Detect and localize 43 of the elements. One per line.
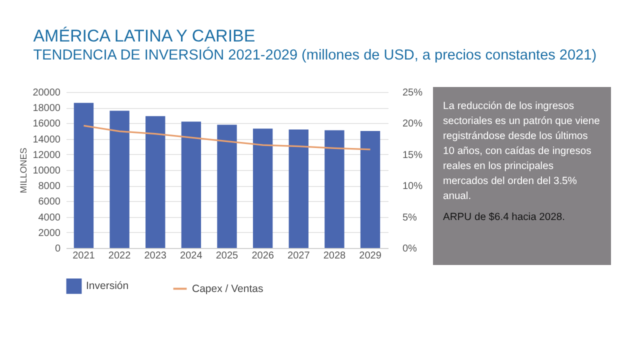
bar	[252, 128, 273, 248]
x-tick-label: 2026	[252, 250, 274, 262]
text: La reducción de los ingresos sectoriales es un patrón que viene registrándose desde los últimos 10 años, con caídas de ingresos reales en los principales mercados del orden del 3.5% anual.	[443, 100, 601, 204]
y-tick-label: 10000	[32, 166, 61, 176]
y-tick-label: 20000	[32, 88, 61, 98]
y-tick-label: 14000	[32, 134, 61, 146]
legend-label: Inversión	[86, 280, 129, 292]
bar	[181, 122, 202, 248]
y-axis-title: MILLONES	[18, 148, 29, 194]
y2-tick-label: 15%	[402, 150, 423, 161]
x-tick-label: 2022	[108, 250, 132, 262]
y2-tick-label: 5%	[402, 212, 418, 224]
bar	[110, 110, 130, 248]
bar	[217, 124, 237, 248]
y-tick-label: 18000	[32, 103, 61, 114]
y2-tick-label: 10%	[402, 181, 423, 192]
legend-label: Capex / Ventas	[192, 282, 264, 295]
chart-title: AMÉRICA LATINA Y CARIBE	[33, 26, 256, 46]
y-tick-label: 2000	[38, 228, 61, 239]
bar	[146, 116, 166, 248]
chart-subtitle: TENDENCIA DE INVERSIÓN 2021-2029 (millones de USD, a precios constantes 2021)	[33, 46, 597, 64]
y2-tick-label: 0%	[402, 244, 418, 254]
y-tick-label: 4000	[38, 212, 61, 224]
y2-tick-label: 25%	[402, 88, 423, 98]
x-tick-label: 2027	[288, 250, 310, 262]
x-tick-label: 2023	[144, 250, 167, 262]
y2-tick-label: 20%	[402, 118, 423, 130]
y-tick-label: 12000	[32, 150, 61, 161]
bar	[360, 131, 380, 248]
bar	[288, 129, 308, 248]
line-series	[82, 124, 372, 150]
y-tick-label: 16000	[32, 118, 61, 130]
x-tick-label: 2024	[180, 250, 203, 262]
x-tick-label: 2029	[359, 250, 382, 262]
x-tick-label: 2025	[216, 250, 239, 262]
text: ARPU de $6.4 hacia 2028.	[443, 211, 566, 225]
bar	[324, 130, 344, 248]
x-tick-label: 2028	[323, 250, 346, 262]
x-tick-label: 2021	[72, 250, 96, 262]
y-tick-label: 8000	[38, 181, 61, 192]
y-tick-label: 0	[54, 244, 61, 254]
y-tick-label: 6000	[38, 196, 61, 208]
bar	[74, 102, 94, 248]
